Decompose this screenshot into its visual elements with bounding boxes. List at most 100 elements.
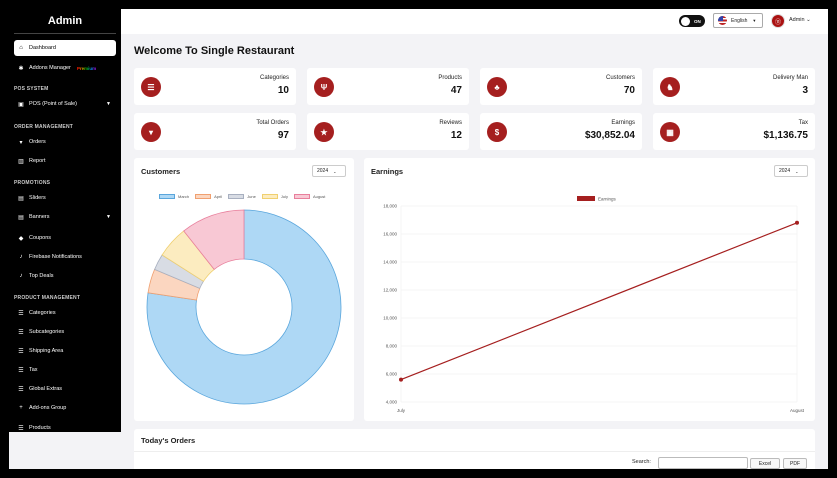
stat-card-earnings[interactable]: $ Earnings $30,852.04 — [480, 113, 642, 150]
stat-card-tax[interactable]: ▦ Tax $1,136.75 — [653, 113, 815, 150]
sidebar-item-label: Products — [29, 425, 51, 431]
sidebar: Admin ⌂ Dashboard ✱ Addons Manager Premi… — [9, 9, 121, 432]
sidebar-item-label: Add-ons Group — [29, 405, 67, 411]
star-icon: ★ — [314, 122, 334, 142]
stat-label: Categories — [259, 75, 289, 81]
mode-toggle[interactable]: ON — [679, 15, 705, 27]
list-icon: ☰ — [18, 425, 24, 432]
sidebar-item-products[interactable]: ☰ Products — [14, 420, 116, 432]
legend-item[interactable]: July — [261, 194, 288, 199]
sidebar-item-label: POS (Point of Sale) — [29, 101, 77, 107]
sidebar-item-banners[interactable]: ▤ Banners ▼ — [14, 209, 116, 225]
sidebar-item-tax[interactable]: ☰ Tax — [14, 362, 116, 378]
legend-label: June — [247, 194, 256, 199]
y-tick-label: 8,000 — [386, 344, 398, 349]
customers-year-select[interactable]: 2024 ⌄ — [312, 165, 346, 177]
pdf-button[interactable]: PDF — [783, 458, 807, 469]
section-product: PRODUCT MANAGEMENT — [14, 295, 81, 301]
stat-value: 12 — [450, 130, 462, 141]
legend-item[interactable]: March — [159, 194, 189, 199]
divider — [134, 451, 815, 452]
sidebar-item-top-deals[interactable]: ♪ Top Deals — [14, 268, 116, 284]
sidebar-item-dashboard[interactable]: ⌂ Dashboard — [14, 40, 116, 56]
earnings-point[interactable] — [795, 220, 799, 225]
user-menu[interactable]: Admin ⌄ — [789, 17, 811, 23]
slice-august[interactable] — [183, 209, 245, 270]
y-tick-label: 6,000 — [386, 372, 398, 377]
sidebar-item-addons[interactable]: ✱ Addons Manager Premium — [14, 60, 116, 76]
sidebar-item-label: Banners — [29, 214, 50, 220]
sidebar-item-categories[interactable]: ☰ Categories — [14, 305, 116, 321]
home-icon: ⌂ — [19, 45, 23, 51]
y-tick-label: 10,000 — [383, 316, 397, 321]
sidebar-item-label: Dashboard — [29, 45, 56, 51]
toggle-knob — [681, 16, 690, 26]
dollar-icon: $ — [487, 122, 507, 142]
stat-card-total-orders[interactable]: ▾ Total Orders 97 — [134, 113, 296, 150]
customers-title: Customers — [141, 167, 181, 176]
sidebar-item-label: Tax — [29, 367, 38, 373]
list-icon: ☰ — [18, 310, 24, 317]
slice-march[interactable] — [146, 209, 342, 405]
chevron-down-icon: ⌄ — [333, 168, 337, 174]
legend-swatch — [195, 194, 212, 199]
sidebar-item-addons-group[interactable]: + Add-ons Group — [14, 400, 116, 416]
earnings-year-select[interactable]: 2024 ⌄ — [774, 165, 808, 177]
customers-legend: March April June July August — [159, 194, 331, 199]
chevron-down-icon: ▼ — [752, 18, 757, 23]
sidebar-item-global-extras[interactable]: ☰ Global Extras — [14, 381, 116, 397]
sidebar-item-subcategories[interactable]: ☰ Subcategories — [14, 324, 116, 340]
user-name: Admin — [789, 17, 805, 23]
sidebar-item-firebase[interactable]: ♪ Firebase Notifications — [14, 249, 116, 265]
stat-card-categories[interactable]: ☰ Categories 10 — [134, 68, 296, 105]
list-icon: ☰ — [18, 329, 24, 336]
search-label: Search: — [632, 459, 651, 465]
language-select[interactable]: English ▼ — [713, 13, 763, 28]
earnings-title: Earnings — [371, 167, 404, 176]
x-tick-label: August — [790, 408, 805, 413]
stat-value: 47 — [450, 85, 462, 96]
section-pos: POS SYSTEM — [14, 86, 49, 92]
stat-card-delivery-man[interactable]: ♞ Delivery Man 3 — [653, 68, 815, 105]
sidebar-item-report[interactable]: ▥ Report — [14, 153, 116, 169]
sidebar-item-orders[interactable]: ▾ Orders — [14, 134, 116, 150]
stat-value: 10 — [277, 85, 289, 96]
bag-icon: ▣ — [18, 101, 24, 108]
list-icon: ☰ — [18, 367, 24, 374]
premium-badge: Premium — [76, 65, 97, 71]
calculator-icon: ▦ — [660, 122, 680, 142]
avatar[interactable]: ⑪ — [771, 14, 785, 28]
image-icon: ▤ — [18, 195, 24, 202]
sidebar-item-pos[interactable]: ▣ POS (Point of Sale) ▼ — [14, 96, 116, 112]
section-promotions: PROMOTIONS — [14, 180, 51, 186]
sidebar-brand: Admin — [14, 9, 116, 34]
plus-icon: + — [19, 405, 23, 411]
sidebar-item-label: Shipping Area — [29, 348, 64, 354]
sidebar-item-label: Coupons — [29, 235, 52, 241]
stat-card-products[interactable]: Ψ Products 47 — [307, 68, 469, 105]
stat-card-customers[interactable]: ♣ Customers 70 — [480, 68, 642, 105]
legend-item[interactable]: June — [228, 194, 256, 199]
cart-icon: ▾ — [19, 139, 23, 146]
sidebar-item-shipping[interactable]: ☰ Shipping Area — [14, 343, 116, 359]
sidebar-item-label: Report — [29, 158, 46, 164]
legend-label: March — [178, 194, 190, 199]
earnings-series-line — [400, 222, 798, 381]
chart-icon: ▥ — [18, 158, 24, 165]
legend-item[interactable]: August — [293, 194, 325, 199]
motorcycle-icon: ♞ — [660, 77, 680, 97]
list-icon: ☰ — [18, 348, 24, 355]
orders-title: Today's Orders — [141, 436, 196, 445]
excel-button[interactable]: Excel — [750, 458, 780, 469]
sidebar-item-sliders[interactable]: ▤ Sliders — [14, 190, 116, 206]
earnings-point[interactable] — [399, 377, 403, 382]
sidebar-item-label: Categories — [29, 310, 56, 316]
bell-icon: ♪ — [19, 273, 23, 279]
stat-label: Products — [438, 75, 462, 81]
stat-card-reviews[interactable]: ★ Reviews 12 — [307, 113, 469, 150]
search-input[interactable] — [658, 457, 748, 469]
legend-swatch — [228, 194, 245, 199]
sidebar-item-coupons[interactable]: ◆ Coupons — [14, 230, 116, 246]
legend-item[interactable]: April — [195, 194, 222, 199]
y-tick-label: 12,000 — [383, 288, 397, 293]
